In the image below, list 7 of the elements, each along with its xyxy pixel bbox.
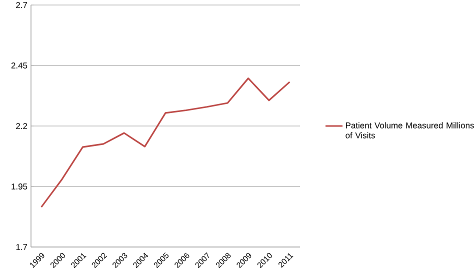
y-tick-label: 2.7 [16,2,28,8]
y-tick-label: 1.7 [16,244,28,250]
y-tick-label: 2.45 [11,62,28,68]
legend-label: Patient Volume Measured Millions of Visits [346,122,474,138]
y-tick-label: 2.2 [16,123,28,129]
y-tick-label: 1.95 [12,184,28,190]
line-series [40,78,290,208]
